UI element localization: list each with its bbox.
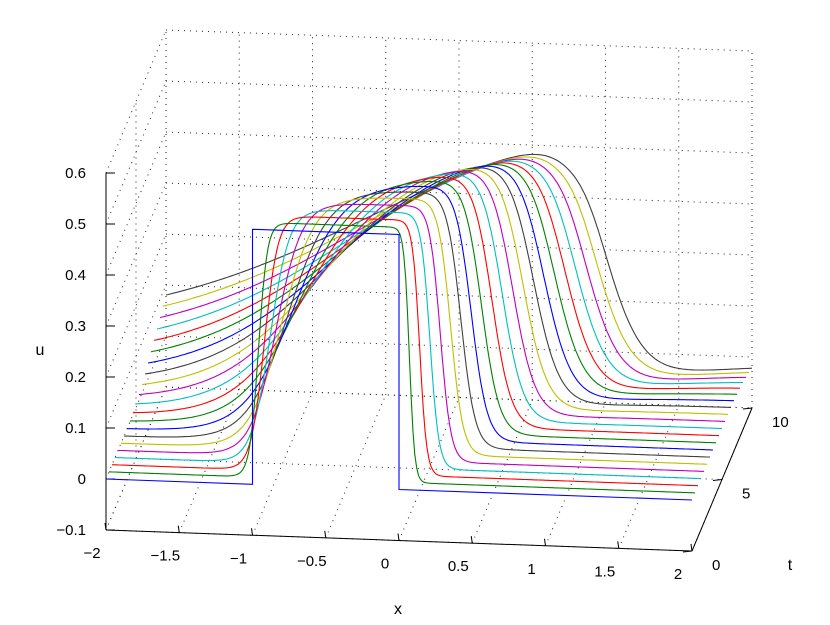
x-tick-label-6: 1 — [527, 561, 535, 578]
u-tick-label-0: −0.1 — [56, 522, 86, 539]
grid-back-horizontal-1 — [165, 335, 753, 358]
x-tick-mark-3 — [324, 530, 327, 538]
x-tick-label-2: −1 — [230, 550, 247, 567]
series-line-t-4 — [130, 180, 717, 444]
x-tick-label-4: 0 — [381, 556, 389, 573]
x-tick-label-8: 2 — [674, 566, 682, 583]
x-tick-label-5: 0.5 — [448, 558, 469, 575]
x-tick-mark-0 — [104, 522, 107, 531]
x-tick-mark-2 — [251, 528, 253, 536]
series-line-t-5.5 — [138, 170, 726, 422]
u-axis-label: u — [36, 342, 45, 359]
grid-layer — [105, 29, 753, 552]
grid-floor-x-1 — [178, 389, 240, 533]
u-tick-label-4: 0.3 — [65, 318, 86, 335]
series-line-t-9.5 — [162, 156, 749, 375]
u-tick-label-7: 0.6 — [65, 165, 86, 182]
t-tick-mark-1 — [712, 479, 723, 481]
series-line-t-2 — [117, 203, 705, 472]
grid-back-horizontal-7 — [165, 29, 753, 52]
grid-back-horizontal-5 — [165, 131, 753, 154]
series-line-t-3 — [123, 191, 711, 458]
x-axis-label: x — [394, 601, 402, 618]
axes-layer — [104, 172, 753, 553]
series-line-t-2.5 — [120, 197, 708, 465]
grid-floor-x-4 — [398, 397, 460, 541]
t-tick-label-1: 5 — [742, 486, 750, 503]
x-tick-mark-7 — [617, 541, 620, 549]
u-tick-label-3: 0.2 — [65, 369, 86, 386]
x-tick-label-7: 1.5 — [594, 563, 615, 580]
series-line-t-8 — [153, 162, 740, 390]
grid-floor-x-3 — [325, 394, 387, 539]
x-tick-mark-5 — [470, 536, 473, 544]
series-line-t-3.5 — [126, 185, 714, 451]
series-line-t-7.5 — [150, 164, 738, 395]
x-tick-mark-4 — [397, 533, 400, 541]
u-tick-label-1: 0 — [78, 471, 86, 488]
u-tick-label-5: 0.4 — [65, 267, 86, 284]
x-tick-label-1: −1.5 — [150, 548, 180, 565]
t-tick-mark-2 — [742, 407, 753, 410]
t-tick-label-0: 0 — [712, 557, 720, 574]
x-tick-label-3: −0.5 — [297, 553, 327, 570]
labels-layer: −2 −1.5 −1 −0.5 0 0.5 1 1.5 2 0 5 10 −0.1 0 0.1 0.2 0.3 0… — [36, 165, 793, 618]
series-line-t-6.5 — [144, 167, 731, 408]
t-tick-mark-0 — [682, 550, 693, 553]
x-tick-mark-8 — [690, 543, 693, 552]
series-line-t-4.5 — [133, 176, 720, 437]
series-line-t-0 — [105, 228, 693, 501]
series-line-t-7 — [147, 165, 734, 402]
series-line-t-1 — [111, 216, 699, 487]
x-tick-mark-6 — [544, 538, 546, 546]
series-line-t-0.5 — [108, 222, 696, 494]
u-tick-label-2: 0.1 — [65, 420, 86, 437]
t-axis-label: t — [788, 557, 793, 574]
u-tick-label-6: 0.5 — [65, 216, 86, 233]
t-tick-label-2: 10 — [772, 414, 789, 431]
curves-layer — [105, 153, 753, 501]
series-line-t-1.5 — [114, 210, 701, 480]
series-line-t-6 — [141, 168, 728, 415]
grid-back-horizontal-3 — [165, 233, 753, 256]
series-line-t-8.5 — [156, 160, 743, 385]
grid-floor-x-2 — [252, 392, 313, 536]
series-line-t-5 — [135, 173, 723, 430]
x-tick-mark-1 — [177, 525, 180, 533]
x-tick-label-0: −2 — [83, 545, 100, 562]
